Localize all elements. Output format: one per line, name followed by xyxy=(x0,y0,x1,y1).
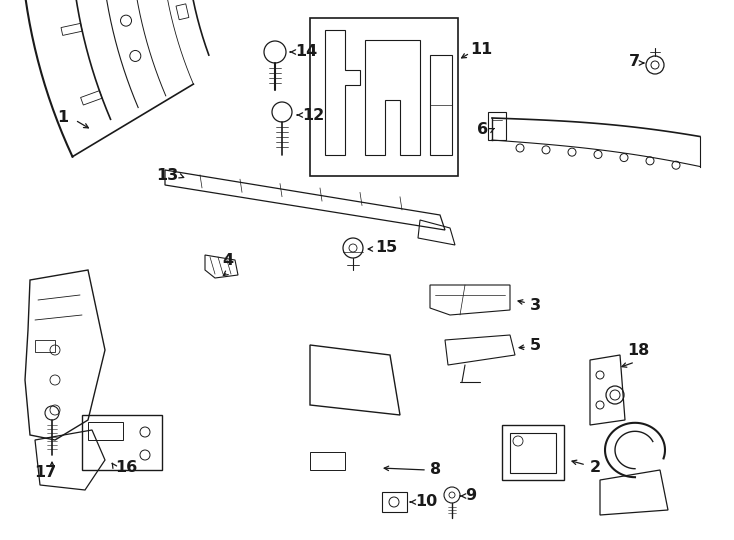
Bar xyxy=(430,55,452,155)
Text: 3: 3 xyxy=(530,298,541,313)
Bar xyxy=(510,433,556,473)
Text: 15: 15 xyxy=(375,240,397,255)
Text: 9: 9 xyxy=(465,488,476,503)
Bar xyxy=(310,452,345,470)
Circle shape xyxy=(449,492,455,498)
Text: 8: 8 xyxy=(430,462,441,477)
Bar xyxy=(382,492,407,512)
Text: 4: 4 xyxy=(222,253,233,268)
Text: 2: 2 xyxy=(590,461,601,476)
Bar xyxy=(488,112,506,140)
Bar xyxy=(502,425,564,480)
Text: 14: 14 xyxy=(295,44,317,59)
Text: 16: 16 xyxy=(115,461,137,476)
Text: 1: 1 xyxy=(57,111,68,125)
Text: 6: 6 xyxy=(477,123,488,138)
Circle shape xyxy=(610,390,620,400)
Text: 12: 12 xyxy=(302,107,324,123)
Bar xyxy=(35,340,55,352)
Text: 13: 13 xyxy=(156,167,178,183)
Text: 5: 5 xyxy=(530,338,541,353)
Text: 10: 10 xyxy=(415,495,437,510)
Circle shape xyxy=(651,61,659,69)
Text: 18: 18 xyxy=(627,343,649,358)
Text: 11: 11 xyxy=(470,43,493,57)
Text: 17: 17 xyxy=(34,465,56,480)
Bar xyxy=(82,415,162,470)
Bar xyxy=(88,422,123,440)
Bar xyxy=(310,18,458,176)
Text: 7: 7 xyxy=(629,55,640,70)
